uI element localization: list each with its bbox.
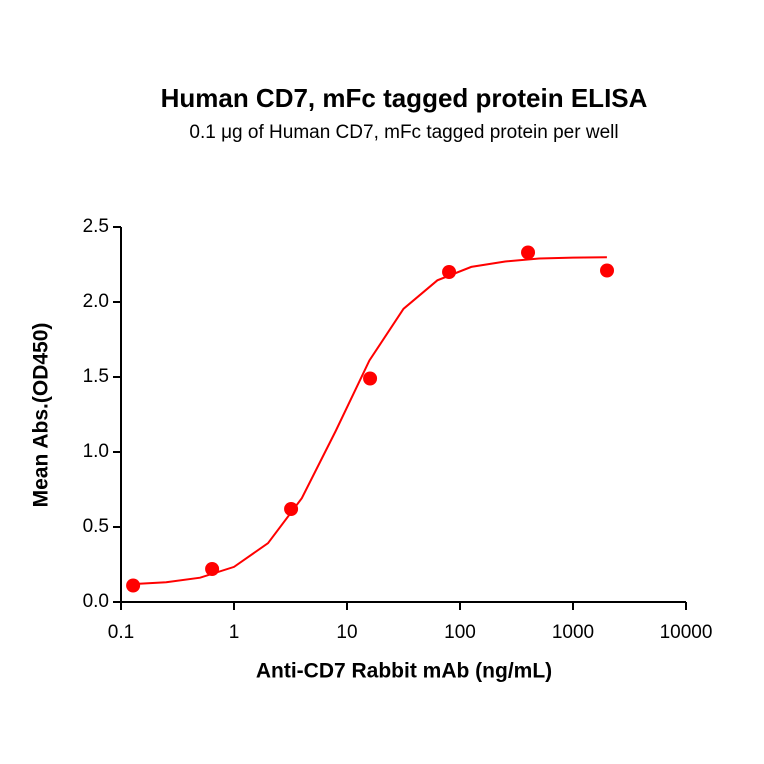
data-point xyxy=(363,371,378,386)
y-tick-label: 0.5 xyxy=(83,516,109,537)
y-tick-label: 1.0 xyxy=(83,441,109,462)
data-point xyxy=(126,578,141,593)
data-point xyxy=(600,263,615,278)
x-tick-label: 1000 xyxy=(552,622,594,643)
data-point xyxy=(521,245,536,260)
fit-curve xyxy=(132,256,607,586)
x-tick-label: 10 xyxy=(336,622,357,643)
x-tick-label: 1 xyxy=(229,622,240,643)
data-point xyxy=(284,502,299,516)
y-tick-label: 1.5 xyxy=(83,366,109,387)
data-point xyxy=(442,265,457,279)
chart-subtitle: 0.1 μg of Human CD7, mFc tagged protein … xyxy=(189,122,618,143)
y-axis-label: Mean Abs.(OD450) xyxy=(30,323,53,508)
chart-title: Human CD7, mFc tagged protein ELISA xyxy=(161,83,648,113)
x-tick-label: 10000 xyxy=(660,622,713,643)
y-tick-label: 2.5 xyxy=(83,216,109,237)
x-axis-label: Anti-CD7 Rabbit mAb (ng/mL) xyxy=(256,660,552,683)
x-tick-label: 0.1 xyxy=(108,622,134,643)
x-tick-label: 100 xyxy=(444,622,476,643)
y-tick-label: 2.0 xyxy=(83,291,109,312)
y-tick-label: 0.0 xyxy=(83,591,109,612)
